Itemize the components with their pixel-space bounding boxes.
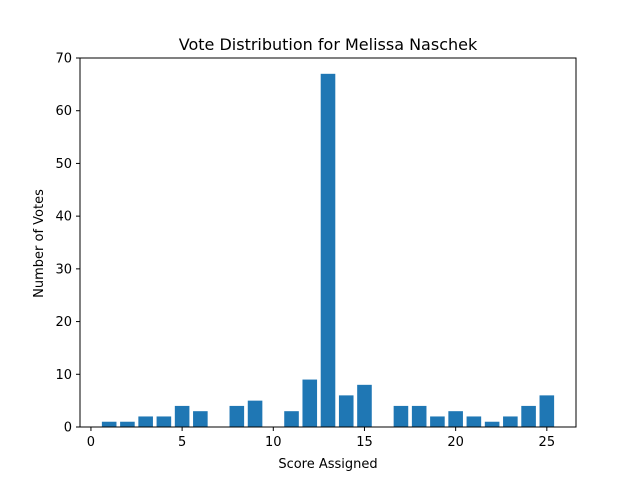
bar-score-21	[466, 416, 482, 427]
x-tick-label: 10	[265, 435, 282, 450]
bar-score-19	[430, 416, 445, 427]
bar-score-12	[302, 379, 318, 427]
plot-area-frame	[79, 57, 577, 428]
bar-score-4	[156, 416, 172, 427]
bar-score-14	[338, 395, 354, 427]
bars-group	[101, 73, 555, 428]
y-tick-label: 0	[64, 421, 72, 436]
x-tick-label: 25	[539, 435, 556, 450]
x-ticks-group: 0 5 10 15 20 25	[87, 427, 555, 450]
bar-score-22	[484, 421, 500, 427]
y-tick-label: 60	[55, 104, 72, 119]
y-axis-label: Number of Votes	[32, 189, 47, 298]
bar-score-24	[521, 405, 536, 427]
y-tick-label: 40	[55, 210, 72, 225]
y-tick-label: 70	[55, 52, 72, 67]
bar-score-3	[138, 416, 153, 427]
bar-score-1	[101, 421, 117, 427]
x-tick-label: 5	[178, 435, 186, 450]
bar-score-6	[193, 411, 208, 427]
bar-score-18	[411, 405, 427, 427]
bar-score-13	[320, 73, 336, 428]
bar-score-25	[539, 395, 555, 427]
bar-score-8	[229, 405, 245, 427]
bar-score-9	[247, 400, 263, 427]
bar-score-23	[503, 416, 518, 427]
y-tick-label: 30	[55, 262, 72, 277]
y-tick-label: 10	[55, 368, 72, 383]
bar-score-2	[120, 421, 135, 427]
x-axis-label: Score Assigned	[278, 457, 377, 472]
x-tick-label: 15	[356, 435, 373, 450]
y-tick-label: 50	[55, 157, 72, 172]
bar-score-11	[284, 411, 299, 427]
bar-score-5	[174, 405, 190, 427]
bar-score-17	[393, 405, 409, 427]
bar-score-20	[448, 411, 463, 427]
bar-score-15	[357, 384, 372, 427]
x-tick-label: 20	[447, 435, 464, 450]
y-tick-label: 20	[55, 315, 72, 330]
y-ticks-group: 0 10 20 30 40 50 60 70	[55, 52, 80, 436]
chart-title: Vote Distribution for Melissa Naschek	[179, 35, 478, 54]
x-tick-label: 0	[87, 435, 95, 450]
